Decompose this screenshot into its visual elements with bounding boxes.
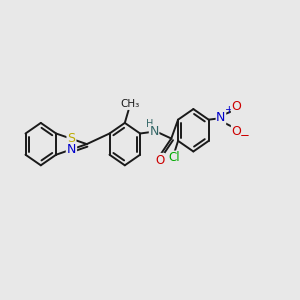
Text: S: S: [68, 132, 75, 145]
Text: N: N: [149, 125, 159, 138]
Text: O: O: [155, 154, 164, 167]
Text: −: −: [240, 129, 250, 142]
Text: Cl: Cl: [169, 152, 180, 164]
Text: N: N: [216, 111, 226, 124]
Text: O: O: [231, 100, 241, 112]
Text: H: H: [146, 119, 154, 129]
Text: CH₃: CH₃: [120, 99, 139, 110]
Text: N: N: [67, 143, 76, 156]
Text: +: +: [224, 105, 233, 115]
Text: O: O: [231, 125, 241, 138]
